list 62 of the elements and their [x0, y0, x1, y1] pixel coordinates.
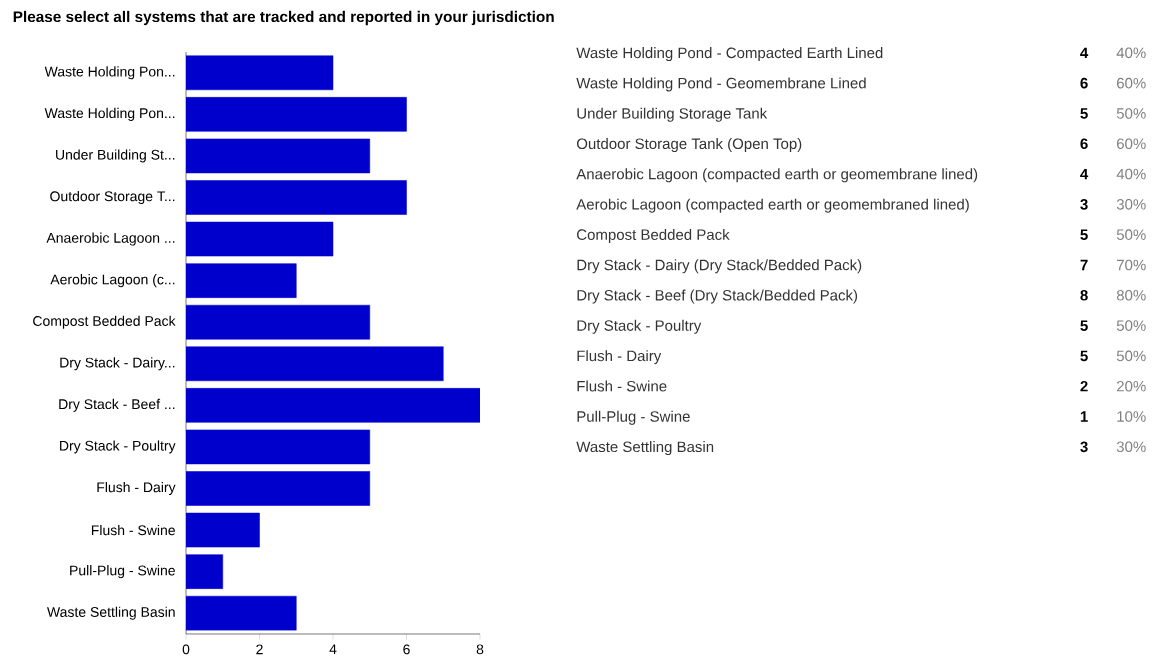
data-label: 4 — [1080, 47, 1089, 58]
category-label: Flush - Dairy — [577, 350, 662, 365]
x-tick-label: 6 — [403, 644, 410, 655]
category-label: Dry Stack - Poultry — [577, 319, 702, 334]
category-label: Under Building Storage Tank — [577, 107, 768, 122]
y-tick-label: Dry Stack - Poultry — [60, 440, 176, 454]
data-label: 8 — [1080, 289, 1088, 301]
data-label: 80% — [1116, 289, 1146, 301]
y-tick-label: Under Building St... — [56, 149, 175, 163]
x-tick-label: 2 — [256, 644, 263, 655]
y-tick-label: Compost Bedded Pack — [33, 315, 176, 329]
data-label: 1 — [1080, 411, 1088, 422]
data-label: 50% — [1116, 108, 1146, 119]
x-tick-label: 8 — [476, 644, 484, 655]
data-label: 30% — [1116, 199, 1146, 210]
data-label: 20% — [1116, 380, 1146, 392]
data-label: 6 — [1080, 138, 1088, 150]
y-tick-label: Flush - Dairy — [97, 481, 176, 496]
data-label: 50% — [1116, 350, 1146, 362]
data-label: 60% — [1116, 77, 1146, 89]
data-label: 3 — [1080, 441, 1088, 453]
category-label: Pull-Plug - Swine — [577, 410, 690, 425]
y-tick-label: Waste Settling Basin — [47, 606, 175, 620]
y-tick-label: Anaerobic Lagoon ... — [46, 232, 175, 246]
data-label: 50% — [1116, 229, 1146, 240]
x-tick-label: 4 — [329, 644, 337, 655]
y-tick-label: Pull-Plug - Swine — [70, 565, 175, 579]
data-label: 5 — [1080, 108, 1088, 119]
category-label: Compost Bedded Pack — [577, 228, 730, 243]
data-label: 40% — [1116, 168, 1146, 180]
y-tick-label: Dry Stack - Dairy... — [60, 357, 175, 371]
category-label: Outdoor Storage Tank (Open Top) — [576, 138, 802, 153]
y-tick-label: Aerobic Lagoon (c... — [50, 274, 175, 288]
y-tick-label: Outdoor Storage T... — [50, 190, 175, 205]
data-label: 5 — [1080, 320, 1088, 331]
category-label: Waste Settling Basin — [576, 441, 714, 456]
data-label: 2 — [1080, 380, 1088, 392]
data-label: 70% — [1117, 259, 1146, 271]
category-label: Aerobic Lagoon (compacted earth or geomembraned lined) — [576, 198, 969, 213]
category-label: Dry Stack - Dairy (Dry Stack/Bedded Pack) — [577, 259, 862, 274]
data-label: 6 — [1080, 77, 1088, 89]
data-label: 40% — [1116, 47, 1146, 59]
data-label: 5 — [1080, 229, 1088, 240]
category-label: Dry Stack - Beef (Dry Stack/Bedded Pack) — [577, 289, 858, 304]
data-label: 4 — [1080, 168, 1089, 180]
data-label: 50% — [1116, 320, 1146, 331]
category-label: Anaerobic Lagoon (compacted earth or geomembrane lined) — [576, 168, 978, 183]
data-label: 10% — [1117, 411, 1146, 422]
y-tick-label: Flush - Swine — [91, 524, 175, 536]
x-tick-label: 0 — [182, 644, 190, 655]
y-tick-label: Waste Holding Pon... — [44, 107, 175, 121]
data-label: 3 — [1080, 199, 1088, 210]
data-label: 7 — [1080, 259, 1088, 271]
category-label: Waste Holding Pond - Compacted Earth Lined — [576, 47, 883, 62]
category-label: Flush - Swine — [577, 380, 667, 392]
y-tick-label: Dry Stack - Beef ... — [59, 398, 175, 412]
data-label: 60% — [1116, 138, 1146, 150]
chart-title: Please select all systems that are tracked and reported in your jurisdiction — [13, 10, 554, 26]
data-label: 30% — [1116, 441, 1146, 453]
y-tick-label: Waste Holding Pon... — [44, 66, 175, 80]
category-label: Waste Holding Pond - Geomembrane Lined — [576, 77, 866, 92]
data-label: 5 — [1080, 350, 1088, 362]
